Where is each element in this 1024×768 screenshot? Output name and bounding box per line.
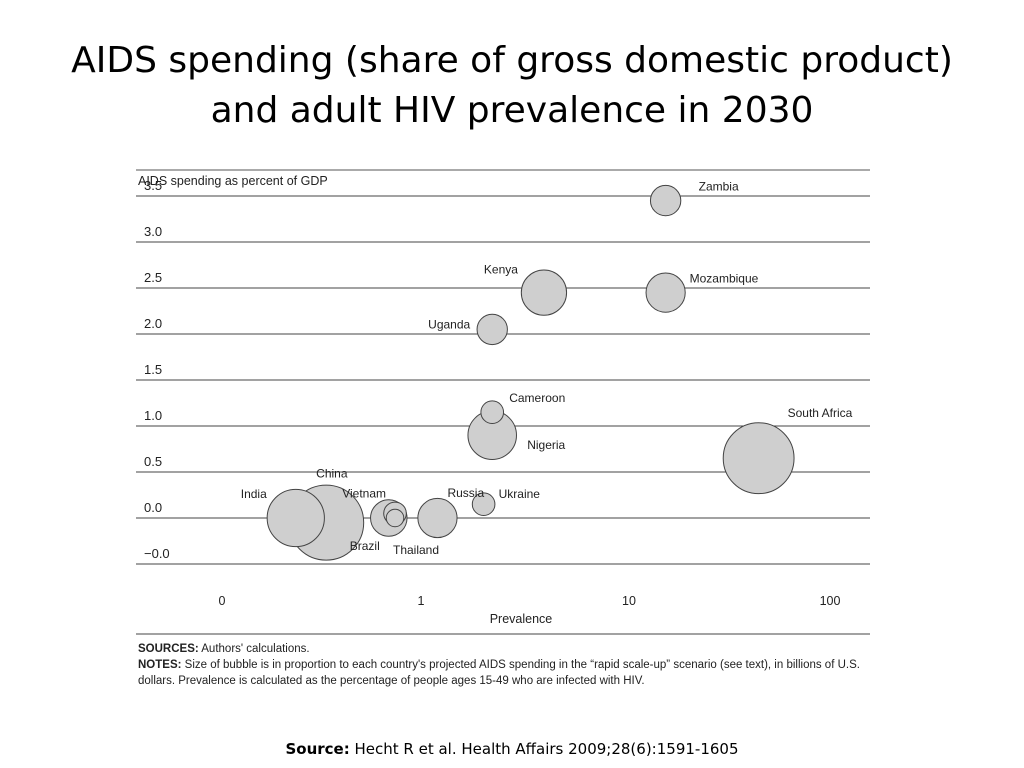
slide-title: AIDS spending (share of gross domestic p…: [0, 36, 1024, 136]
x-tick-label: 10: [622, 594, 636, 608]
bubble-ukraine: [471, 492, 496, 517]
bubble-label-kenya: Kenya: [484, 263, 518, 277]
y-tick-label: 1.0: [144, 408, 162, 423]
bubble-label-mozambique: Mozambique: [690, 272, 759, 286]
bubble-label-zambia: Zambia: [699, 180, 739, 194]
y-axis-label: AIDS spending as percent of GDP: [138, 174, 328, 188]
y-tick-label: 0.5: [144, 454, 162, 469]
figure-sources: SOURCES: Authors' calculations.: [138, 641, 878, 657]
x-tick-label: 0: [219, 594, 226, 608]
bubble-cameroon: [480, 400, 505, 425]
figure-notes-label: NOTES:: [138, 659, 182, 671]
y-tick-label: 3.5: [144, 178, 162, 193]
bubble-label-uganda: Uganda: [428, 317, 470, 331]
slide-source: Source: Hecht R et al. Health Affairs 20…: [0, 740, 1024, 758]
x-tick-label: 100: [820, 594, 841, 608]
source-label: Source:: [285, 740, 350, 758]
bubble-south-africa: [722, 422, 795, 495]
figure-notes: NOTES: Size of bubble is in proportion t…: [138, 657, 878, 689]
y-tick-label: 2.0: [144, 316, 162, 331]
bubble-russia: [417, 497, 458, 539]
bubble-label-brazil: Brazil: [350, 539, 380, 553]
bubble-india: [266, 488, 325, 548]
bubble-label-china: China: [316, 467, 348, 481]
slide-title-line-1: AIDS spending (share of gross domestic p…: [71, 40, 953, 81]
x-tick-label: 1: [418, 594, 425, 608]
figure-sources-label: SOURCES:: [138, 643, 199, 655]
bubble-label-russia: Russia: [447, 486, 484, 500]
bubble-label-thailand: Thailand: [393, 543, 439, 557]
bubble-label-vietnam: Vietnam: [342, 486, 386, 500]
figure-notes-text: Size of bubble is in proportion to each …: [138, 659, 860, 687]
bubble-label-cameroon: Cameroon: [509, 391, 565, 405]
bubble-label-ukraine: Ukraine: [499, 487, 541, 501]
source-citation: Hecht R et al. Health Affairs 2009;28(6)…: [354, 740, 739, 758]
bubble-kenya: [520, 269, 568, 316]
x-axis-label: Prevalence: [490, 612, 553, 626]
figure-sources-text: Authors' calculations.: [201, 643, 310, 655]
slide-title-line-2: and adult HIV prevalence in 2030: [210, 90, 814, 131]
y-tick-label: −0.0: [144, 546, 170, 561]
bubble-label-nigeria: Nigeria: [527, 438, 565, 452]
y-tick-label: 1.5: [144, 362, 162, 377]
bubble-thailand: [385, 508, 405, 528]
y-tick-label: 2.5: [144, 270, 162, 285]
bubble-zambia: [649, 184, 682, 217]
y-tick-label: 0.0: [144, 500, 162, 515]
bubble-mozambique: [645, 272, 686, 313]
y-tick-label: 3.0: [144, 224, 162, 239]
bubble-label-india: India: [241, 487, 267, 501]
bubble-label-south-africa: South Africa: [788, 406, 853, 420]
bubble-uganda: [476, 313, 508, 346]
